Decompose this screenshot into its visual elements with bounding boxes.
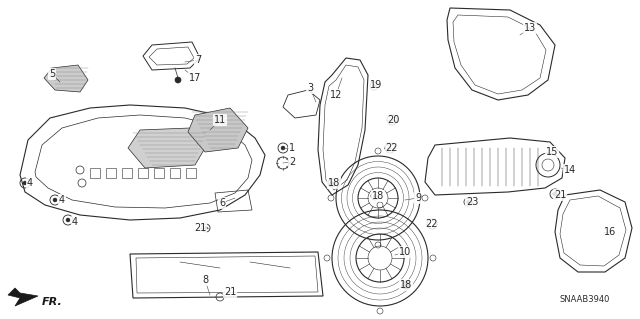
Circle shape (66, 218, 70, 222)
Text: 9: 9 (415, 193, 421, 203)
Polygon shape (128, 128, 205, 168)
Text: 11: 11 (214, 115, 226, 125)
Text: 22: 22 (386, 143, 398, 153)
Text: 15: 15 (546, 147, 558, 157)
Text: 6: 6 (219, 198, 225, 208)
Text: 4: 4 (27, 178, 33, 188)
Text: 18: 18 (372, 191, 384, 201)
Text: 20: 20 (387, 115, 399, 125)
Text: FR.: FR. (42, 297, 63, 307)
Circle shape (374, 195, 376, 197)
Circle shape (205, 226, 207, 229)
Text: 1: 1 (289, 143, 295, 153)
Text: 16: 16 (604, 227, 616, 237)
Text: 7: 7 (195, 55, 201, 65)
Polygon shape (8, 288, 38, 306)
Text: 14: 14 (564, 165, 576, 175)
Text: 21: 21 (554, 190, 566, 200)
Text: 4: 4 (59, 195, 65, 205)
Text: 17: 17 (189, 73, 201, 83)
Text: 12: 12 (330, 90, 342, 100)
Text: 19: 19 (370, 80, 382, 90)
Text: 8: 8 (202, 275, 208, 285)
Text: 22: 22 (426, 219, 438, 229)
Text: 5: 5 (49, 69, 55, 79)
Text: 10: 10 (399, 247, 411, 257)
Text: 18: 18 (328, 178, 340, 188)
Circle shape (330, 182, 333, 184)
Circle shape (467, 201, 470, 204)
Text: 4: 4 (72, 217, 78, 227)
Text: 2: 2 (289, 157, 295, 167)
Text: 3: 3 (307, 83, 313, 93)
Circle shape (372, 85, 376, 87)
Polygon shape (188, 108, 248, 152)
Text: 21: 21 (224, 287, 236, 297)
Polygon shape (44, 65, 88, 92)
Text: 13: 13 (524, 23, 536, 33)
Circle shape (175, 77, 181, 83)
Text: 18: 18 (400, 280, 412, 290)
Circle shape (402, 281, 410, 289)
Text: 21: 21 (194, 223, 206, 233)
Circle shape (23, 181, 27, 185)
Text: SNAAB3940: SNAAB3940 (560, 295, 611, 305)
Circle shape (281, 146, 285, 150)
Circle shape (553, 192, 557, 196)
Circle shape (53, 198, 57, 202)
Text: 23: 23 (466, 197, 478, 207)
